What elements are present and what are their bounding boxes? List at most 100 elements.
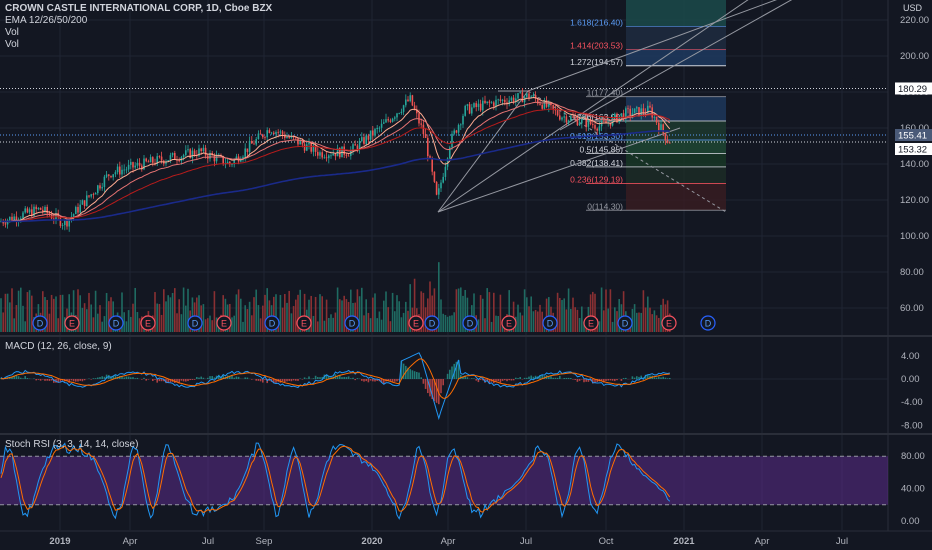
candle-body <box>482 100 484 111</box>
volume-bar <box>319 294 321 332</box>
time-tick-label: 2019 <box>49 536 70 547</box>
macd-bar <box>180 379 183 381</box>
macd-bar <box>105 374 108 379</box>
candle-body <box>44 206 46 212</box>
candle-body <box>526 93 528 97</box>
volume-bar <box>242 321 244 332</box>
macd-bar <box>352 377 354 379</box>
volume-bar <box>647 296 649 332</box>
candle-body <box>255 139 257 145</box>
macd-bar <box>477 379 480 383</box>
volume-bar <box>512 301 515 332</box>
marker-circle <box>140 315 156 331</box>
volume-bar <box>178 299 180 332</box>
macd-bar <box>209 376 211 379</box>
candle-body <box>537 98 539 104</box>
volume-bar <box>455 289 458 332</box>
volume-bar <box>374 293 376 332</box>
price-label-text: 153.32 <box>898 145 927 156</box>
macd-bar <box>339 375 341 379</box>
marker-circle <box>64 315 80 331</box>
volume-bar <box>396 295 398 332</box>
candle-body <box>61 225 64 226</box>
candle-body <box>387 119 389 121</box>
macd-bar <box>512 379 515 381</box>
candle-body <box>226 161 229 164</box>
volume-bar <box>174 288 176 332</box>
candle-body <box>455 130 458 133</box>
candle-body <box>574 117 576 119</box>
macd-bar <box>510 379 513 381</box>
candle-body <box>361 137 363 142</box>
candle-body <box>666 140 669 143</box>
candle-body <box>427 137 429 157</box>
volume-bar <box>649 307 651 332</box>
volume-bar <box>332 317 334 332</box>
macd-bar <box>114 375 117 379</box>
candle-body <box>369 130 372 140</box>
volume-bar <box>308 299 310 332</box>
macd-bar <box>134 378 136 379</box>
volume-bar <box>339 299 341 332</box>
volume-bar <box>433 288 436 332</box>
macd-bar <box>363 379 365 382</box>
macd-bar <box>251 379 253 380</box>
volume-bar <box>528 306 530 332</box>
macd-bar <box>48 379 51 381</box>
macd-bar <box>231 375 233 379</box>
macd-bar <box>259 379 262 382</box>
candle-body <box>572 116 574 118</box>
macd-bar <box>57 379 59 383</box>
volume-bar <box>457 288 460 332</box>
channel-line <box>559 0 793 131</box>
volume-bar <box>394 311 396 332</box>
candle-body <box>534 94 537 99</box>
candle-body <box>636 107 638 109</box>
macd-bar <box>233 377 235 379</box>
macd-tick-label: 4.00 <box>901 351 920 362</box>
marker-letter: D <box>429 319 436 329</box>
fib-retracement-label: 1(177.40) <box>587 88 624 98</box>
marker-letter: D <box>37 319 44 329</box>
macd-bar <box>374 379 376 382</box>
volume-bar <box>323 320 326 332</box>
candle-body <box>244 148 246 157</box>
macd-bar <box>347 376 350 379</box>
macd-bar <box>35 379 37 381</box>
candle-body <box>152 157 154 163</box>
volume-bar <box>466 297 469 332</box>
candle-body <box>453 130 455 134</box>
volume-bar <box>187 288 189 332</box>
fib-retracement-zone <box>626 166 726 184</box>
candle-body <box>264 137 266 139</box>
marker-letter: E <box>221 319 227 329</box>
macd-line <box>0 352 670 421</box>
candle-body <box>15 216 18 222</box>
macd-bar <box>15 375 18 379</box>
candle-body <box>614 113 616 117</box>
candle-body <box>31 209 33 217</box>
volume-bar <box>244 305 246 332</box>
candle-body <box>374 129 376 136</box>
candle-body <box>273 132 275 135</box>
volume-bar <box>651 314 653 332</box>
macd-bar <box>39 379 42 381</box>
candle-body <box>400 111 403 114</box>
macd-bar <box>418 372 420 379</box>
volume-bar <box>2 312 4 332</box>
candle-body <box>486 101 488 103</box>
macd-bar <box>20 377 22 379</box>
volume-bar <box>427 298 429 332</box>
candle-body <box>72 214 75 217</box>
volume-bar <box>240 298 242 332</box>
volume-bar <box>158 304 161 332</box>
volume-bar <box>660 304 662 332</box>
volume-bar <box>121 292 123 332</box>
candle-body <box>191 150 194 158</box>
dividend-marker: D <box>617 315 633 331</box>
candle-body <box>233 159 235 165</box>
macd-bar <box>211 376 213 379</box>
volume-bar <box>545 298 548 332</box>
macd-bar <box>50 379 53 381</box>
